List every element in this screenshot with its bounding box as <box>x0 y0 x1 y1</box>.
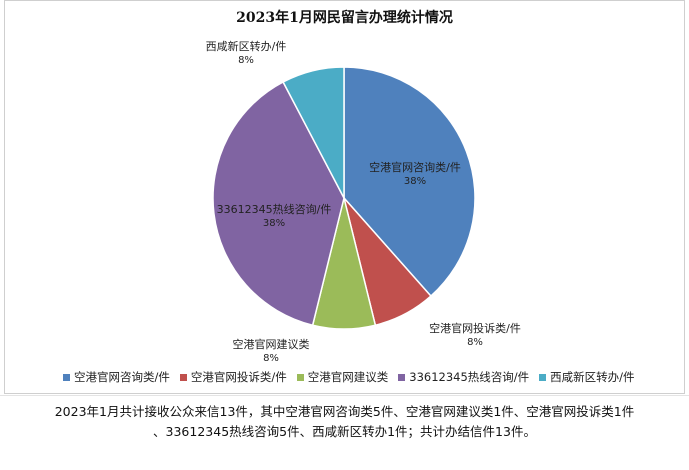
legend-swatch <box>296 373 304 381</box>
legend-item: 空港官网咨询类/件 <box>63 369 170 385</box>
slice-percent-label: 8% <box>263 353 279 364</box>
chart-legend: 空港官网咨询类/件 空港官网投诉类/件 空港官网建议类 33612345热线咨询/件 西… <box>63 369 645 385</box>
legend-label: 33612345热线咨询/件 <box>409 370 530 384</box>
legend-label: 空港官网建议类 <box>307 370 389 384</box>
slice-label: 西咸新区转办/件 <box>206 39 287 53</box>
chart-area: 2023年1月网民留言办理统计情况 空港官网咨询类/件 38% 空港官网投诉类/件 8… <box>4 0 685 394</box>
pie-slice <box>343 66 476 298</box>
summary-line-2: 、33612345热线咨询5件、西咸新区转办1件；共计办结信件13件。 <box>153 424 536 439</box>
slice-percent-label: 8% <box>467 337 483 348</box>
legend-swatch <box>539 373 547 381</box>
slice-percent-label: 38% <box>404 176 426 187</box>
summary-line-1: 2023年1月共计接收公众来信13件，其中空港官网咨询类5件、空港官网建议类1件… <box>54 404 635 419</box>
legend-swatch <box>179 373 187 381</box>
legend-label: 空港官网咨询类/件 <box>74 370 170 384</box>
legend-item: 空港官网投诉类/件 <box>179 369 287 385</box>
slice-label: 空港官网建议类 <box>233 337 310 351</box>
divider <box>0 395 689 396</box>
legend-label: 空港官网投诉类/件 <box>190 370 287 384</box>
chart-title: 2023年1月网民留言办理统计情况 <box>236 10 453 26</box>
slice-percent-label: 38% <box>263 218 285 229</box>
pie-slice <box>212 80 345 327</box>
legend-item: 33612345热线咨询/件 <box>398 369 529 385</box>
pie-chart: 空港官网咨询类/件 38% 空港官网投诉类/件 8% 空港官网建议类 8% 33612345… <box>206 39 521 364</box>
legend-swatch <box>63 373 70 381</box>
legend-swatch <box>398 373 406 381</box>
slice-label: 空港官网投诉类/件 <box>429 321 521 335</box>
legend-item: 西咸新区转办/件 <box>539 369 635 385</box>
pie-slice <box>282 66 345 199</box>
summary-text: 2023年1月共计接收公众来信13件，其中空港官网咨询类5件、空港官网建议类1件… <box>0 402 689 442</box>
legend-item: 空港官网建议类 <box>296 369 389 385</box>
legend-label: 西咸新区转办/件 <box>550 370 635 384</box>
slice-label: 33612345热线咨询/件 <box>217 202 332 216</box>
slice-percent-label: 8% <box>238 55 254 66</box>
slice-label: 空港官网咨询类/件 <box>369 160 461 174</box>
